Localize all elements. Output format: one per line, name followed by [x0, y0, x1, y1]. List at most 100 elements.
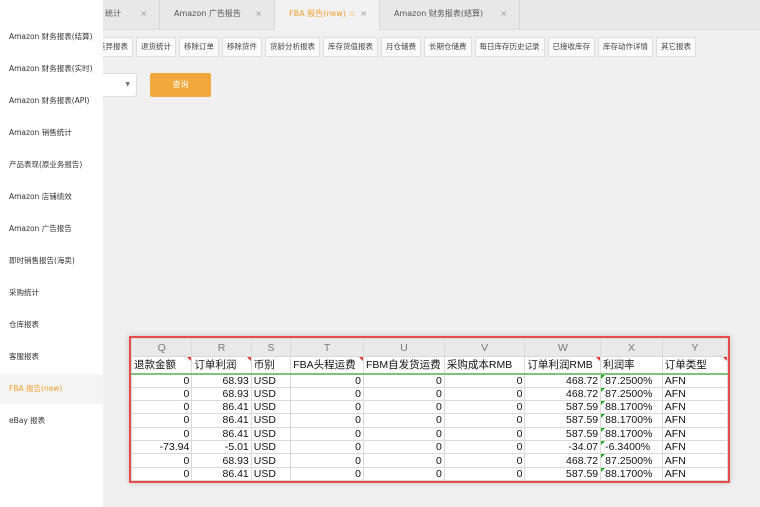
sidebar-item[interactable]: FBA 报告(new) — [0, 374, 103, 404]
table-cell: 0 — [443, 373, 526, 388]
sidebar-item[interactable]: Amazon 财务报表(API) — [9, 96, 90, 105]
table-cell: AFN — [661, 399, 728, 415]
table-cell: -34.07 — [524, 440, 602, 455]
table-row: 0 68.93 USD 0 0 0 468.72 87.2500% AFN — [131, 453, 728, 468]
column-letter: U — [362, 338, 445, 357]
table-cell: USD — [250, 386, 292, 401]
close-icon[interactable]: × — [255, 9, 262, 18]
subtab[interactable]: 每日库存历史记录 — [474, 37, 545, 57]
header-cell: 订单利润 — [191, 356, 252, 375]
table-cell: 0 — [362, 373, 445, 388]
table-cell: 0 — [362, 399, 445, 415]
header-text: 采购成本RMB — [446, 359, 513, 372]
subtab[interactable]: 差异报表 — [93, 37, 133, 57]
table-cell: 68.93 — [191, 373, 252, 388]
filter-select[interactable]: ▼ — [103, 73, 137, 97]
header-cell: 订单利润RMB — [524, 356, 602, 375]
subtab[interactable]: 退货统计 — [136, 37, 176, 57]
table-cell: 86.41 — [191, 466, 252, 481]
table-cell: 0 — [443, 440, 526, 455]
number-as-text-marker-icon — [601, 428, 606, 432]
subtab[interactable]: 货龄分析报表 — [265, 37, 320, 57]
table-cell: 0 — [443, 466, 526, 481]
table-cell: 587.59 — [524, 466, 602, 481]
sidebar-item[interactable]: Amazon 广告报告 — [9, 224, 72, 233]
table-cell: 86.41 — [191, 399, 252, 415]
subtab[interactable]: 库存动作详情 — [598, 37, 653, 57]
chevron-down-icon: ▼ — [125, 81, 130, 88]
subtab[interactable]: 移除货件 — [222, 37, 262, 57]
column-letter: T — [290, 338, 364, 357]
table-row: 0 86.41 USD 0 0 0 587.59 88.1700% AFN — [131, 426, 728, 442]
sidebar-item[interactable]: 客服报表 — [9, 352, 39, 361]
table-row: 0 68.93 USD 0 0 0 468.72 87.2500% AFN — [131, 386, 728, 401]
table-cell: 0 — [443, 413, 526, 428]
table-cell: 0 — [290, 453, 364, 468]
subtab[interactable]: 移除订单 — [179, 37, 219, 57]
table-cell: 0 — [290, 373, 364, 388]
subtab[interactable]: 已接收库存 — [547, 37, 595, 57]
table-cell: USD — [250, 440, 292, 455]
number-as-text-marker-icon — [601, 468, 606, 472]
table-cell: 0 — [131, 426, 193, 442]
table-row: 0 86.41 USD 0 0 0 587.59 88.1700% AFN — [131, 413, 728, 428]
table-cell: 86.41 — [191, 426, 252, 442]
subtab[interactable]: 月仓储费 — [381, 37, 421, 57]
spreadsheet-table: Q R S T U V W X Y 退款金额 订单利润 币别 FBA头程运费 FBM自发货运费 采购成本RM… — [131, 338, 728, 481]
close-icon[interactable]: × — [140, 9, 147, 18]
table-cell: 0 — [443, 386, 526, 401]
table-cell: AFN — [661, 440, 728, 455]
table-cell: 68.93 — [191, 453, 252, 468]
sidebar-item[interactable]: eBay 报表 — [9, 416, 46, 425]
table-row: 0 86.41 USD 0 0 0 587.59 88.1700% AFN — [131, 466, 728, 481]
tab-label: FBA 报告(new) ☆ — [289, 9, 356, 18]
subtab[interactable]: 库存货值报表 — [323, 37, 378, 57]
header-text: FBM自发货运费 — [365, 359, 441, 372]
tab[interactable]: Amazon 财务报表(结算) × — [380, 0, 520, 30]
sidebar-item[interactable]: Amazon 销售统计 — [9, 128, 72, 137]
query-button[interactable]: 查询 — [150, 73, 211, 97]
table-cell: 0 — [290, 426, 364, 442]
subtab[interactable]: 其它报表 — [656, 37, 696, 57]
report-subtabs: 差异报表 退货统计 移除订单 移除货件 货龄分析报表 库存货值报表 月仓储费 长期仓储费 每日库… — [93, 37, 760, 57]
comment-marker-icon — [187, 357, 191, 361]
spreadsheet-screenshot: Q R S T U V W X Y 退款金额 订单利润 币别 FBA头程运费 FBM自发货运费 采购成本RM… — [129, 336, 730, 483]
table-cell: 587.59 — [524, 413, 602, 428]
table-cell: 468.72 — [524, 373, 602, 388]
table-cell: 88.1700% — [600, 399, 663, 415]
tab[interactable]: Amazon 广告报告 × — [160, 0, 275, 30]
tab[interactable]: 统计 × — [103, 0, 160, 30]
tab-label: Amazon 广告报告 — [174, 9, 241, 18]
sidebar-item[interactable]: 仓库报表 — [9, 320, 39, 329]
table-cell: 0 — [290, 466, 364, 481]
close-icon[interactable]: × — [500, 9, 507, 18]
table-cell: 0 — [131, 453, 193, 468]
sidebar-item[interactable]: 采购统计 — [9, 288, 39, 297]
sidebar-item[interactable]: Amazon 店铺绩效 — [9, 192, 72, 201]
close-icon[interactable]: × — [360, 9, 367, 18]
header-cell: 币别 — [250, 356, 292, 375]
tab[interactable]: FBA 报告(new) ☆ × — [275, 0, 380, 30]
table-cell: 88.1700% — [600, 413, 663, 428]
sidebar-item[interactable]: 产品表现(原业务报告) — [9, 160, 83, 169]
sidebar-item[interactable]: Amazon 财务报表(实时) — [9, 64, 93, 73]
table-cell: 0 — [443, 426, 526, 442]
header-text: 利润率 — [603, 359, 635, 372]
sidebar-item[interactable]: 即时销售报告(海卖) — [9, 256, 75, 265]
number-as-text-marker-icon — [601, 374, 606, 379]
table-cell: 88.1700% — [600, 466, 663, 481]
table-cell: 87.2500% — [600, 386, 663, 401]
header-text: 订单类型 — [664, 359, 707, 372]
subtab[interactable]: 长期仓储费 — [424, 37, 472, 57]
header-text: 订单利润RMB — [527, 359, 593, 372]
table-cell: 0 — [131, 466, 193, 481]
table-cell: AFN — [661, 386, 728, 401]
comment-marker-icon — [723, 357, 727, 361]
sidebar-item[interactable]: Amazon 财务报表(结算) — [9, 32, 93, 41]
column-letter: Y — [661, 338, 728, 357]
table-cell: 88.1700% — [600, 426, 663, 442]
table-cell: 0 — [290, 440, 364, 455]
tab-bar: 统计 × Amazon 广告报告 × FBA 报告(new) ☆ × Amazon 财务报表… — [103, 0, 760, 30]
table-cell: 0 — [131, 373, 193, 388]
